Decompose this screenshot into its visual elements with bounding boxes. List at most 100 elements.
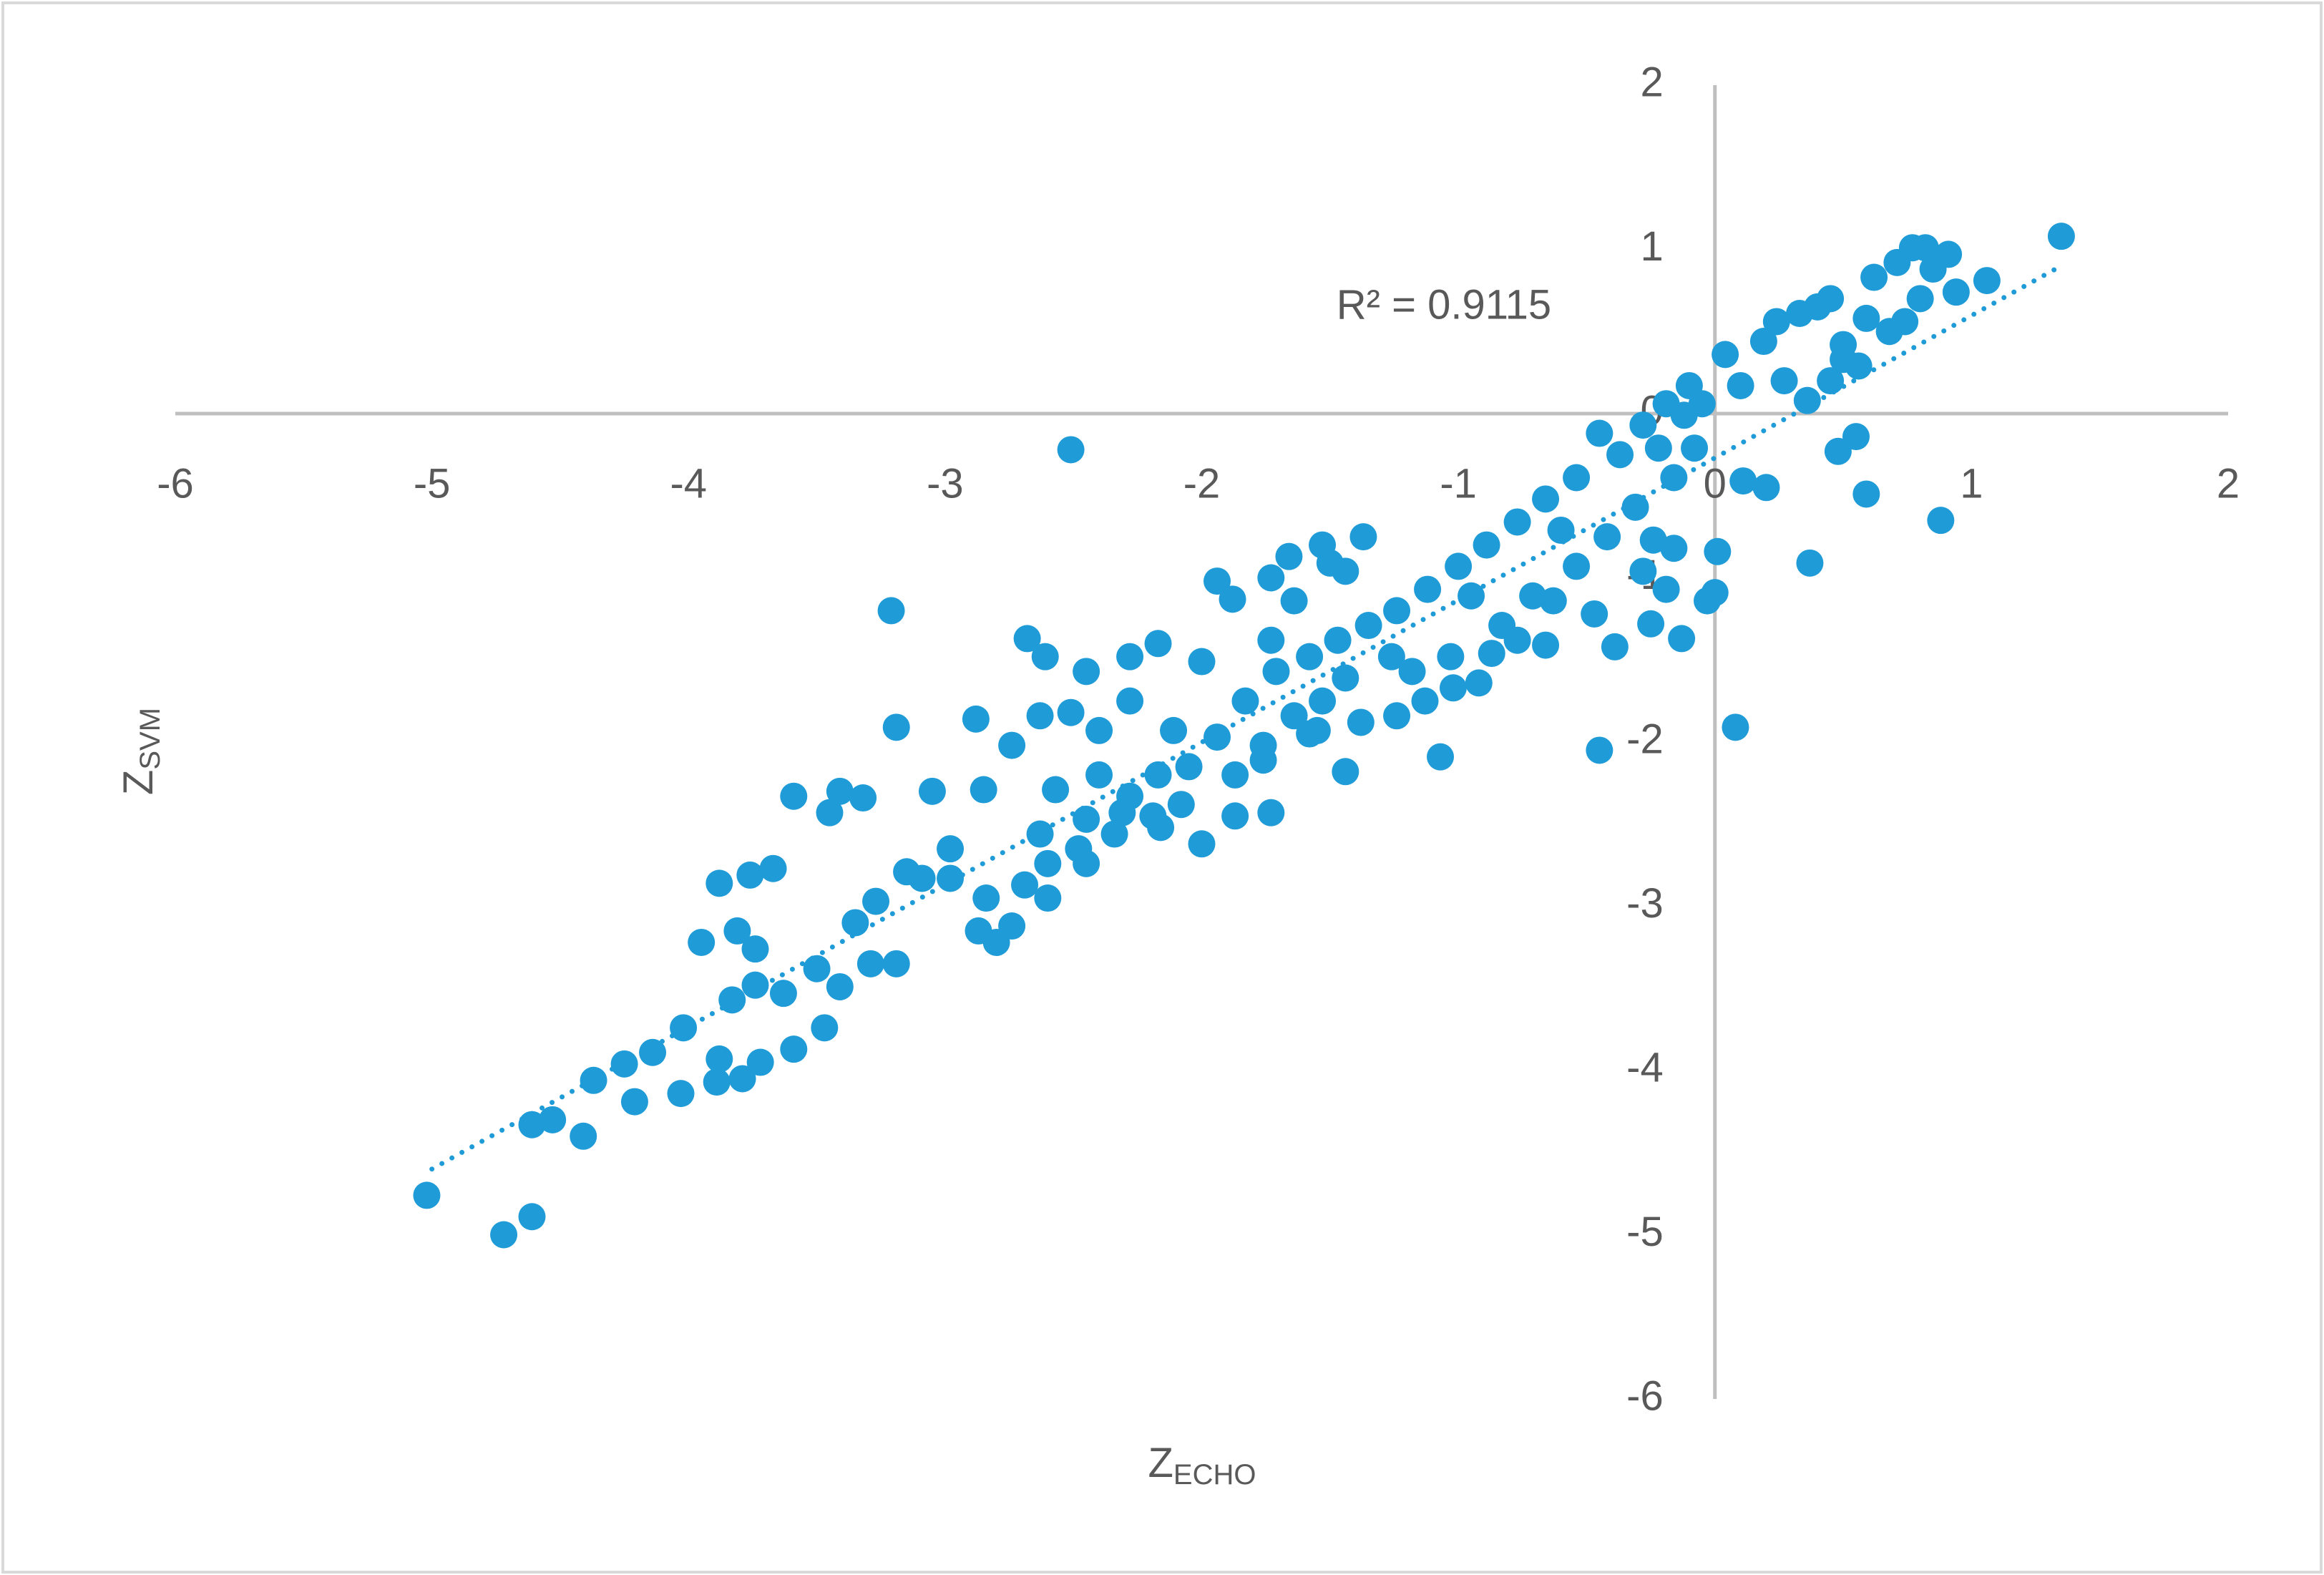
point (1845, 352, 1873, 380)
point (1221, 761, 1249, 789)
point (1347, 708, 1375, 736)
y-tick-label: 1 (1640, 223, 1663, 270)
point (962, 705, 990, 733)
point (937, 864, 965, 892)
point (1377, 643, 1405, 671)
x-tick-label: -3 (927, 460, 964, 507)
point (972, 884, 1000, 912)
point (970, 776, 997, 804)
point (706, 869, 733, 897)
point (1073, 805, 1100, 833)
point (998, 731, 1026, 759)
point (1911, 234, 1939, 262)
point (490, 1221, 518, 1249)
point (1770, 367, 1798, 395)
point (1458, 582, 1485, 610)
y-axis-title-sub: SVM (135, 708, 166, 770)
point (1704, 537, 1732, 565)
point (1563, 552, 1591, 580)
point (856, 950, 884, 977)
point (1927, 507, 1955, 535)
point (1439, 674, 1467, 702)
point (667, 1080, 695, 1108)
point (706, 1045, 733, 1073)
point (1257, 564, 1285, 592)
point (2047, 223, 2075, 250)
point (1354, 612, 1382, 640)
point (862, 887, 890, 915)
point (620, 1088, 648, 1116)
y-axis-title-main: Z (115, 770, 162, 795)
y-axis-title: ZSVM (115, 708, 165, 795)
y-tick-label: -3 (1626, 880, 1664, 927)
point (1116, 643, 1144, 671)
r-squared-annotation: R² = 0.9115 (1337, 281, 1551, 328)
point (1034, 884, 1062, 912)
point (826, 972, 854, 1000)
point (1563, 464, 1591, 492)
point (1167, 791, 1195, 819)
x-tick-label: 1 (1960, 460, 1983, 507)
point (1629, 557, 1657, 585)
x-axis-title: ZECHO (1148, 1440, 1256, 1490)
point (1762, 308, 1790, 336)
trendline (429, 263, 2064, 1172)
point (1652, 575, 1680, 603)
point (1668, 625, 1696, 653)
point (741, 971, 769, 999)
point (816, 799, 844, 826)
point (1906, 285, 1934, 313)
point (1414, 575, 1442, 603)
point (1316, 549, 1344, 577)
point (1519, 582, 1547, 610)
point (1547, 516, 1575, 544)
point (1749, 328, 1777, 356)
point (1383, 702, 1411, 730)
point (1586, 736, 1613, 764)
point (1539, 587, 1567, 615)
point (1830, 331, 1857, 359)
x-tick-label: 0 (1704, 460, 1727, 507)
point (688, 928, 716, 956)
point (1437, 643, 1465, 671)
point (1175, 753, 1203, 781)
point (1204, 723, 1231, 751)
point (1057, 698, 1085, 726)
point (1817, 285, 1845, 313)
point (746, 1048, 774, 1076)
point (1303, 716, 1331, 744)
point (1722, 713, 1749, 741)
point (1891, 308, 1919, 336)
point (1488, 612, 1516, 640)
point (1919, 255, 1947, 283)
point (1280, 587, 1308, 615)
point (1026, 820, 1054, 848)
point (1503, 508, 1531, 536)
point (1324, 626, 1352, 654)
point (882, 713, 910, 741)
point (1257, 799, 1285, 826)
x-axis-title-sub: ECHO (1173, 1459, 1256, 1491)
point (1296, 643, 1324, 671)
point (1011, 871, 1039, 899)
point (1660, 464, 1688, 492)
point (1621, 493, 1649, 521)
point (1065, 835, 1093, 863)
point (841, 909, 869, 937)
point (803, 955, 831, 982)
point (1411, 687, 1439, 715)
point (1793, 386, 1821, 414)
point (1606, 441, 1634, 469)
point (877, 597, 905, 625)
point (539, 1106, 567, 1133)
point (1942, 278, 1970, 306)
point (1727, 371, 1754, 399)
x-tick-label: -4 (670, 460, 707, 507)
point (1586, 419, 1613, 447)
point (849, 784, 877, 812)
point (1427, 743, 1455, 771)
point (826, 777, 854, 805)
point (1637, 610, 1665, 638)
point (1100, 820, 1128, 848)
